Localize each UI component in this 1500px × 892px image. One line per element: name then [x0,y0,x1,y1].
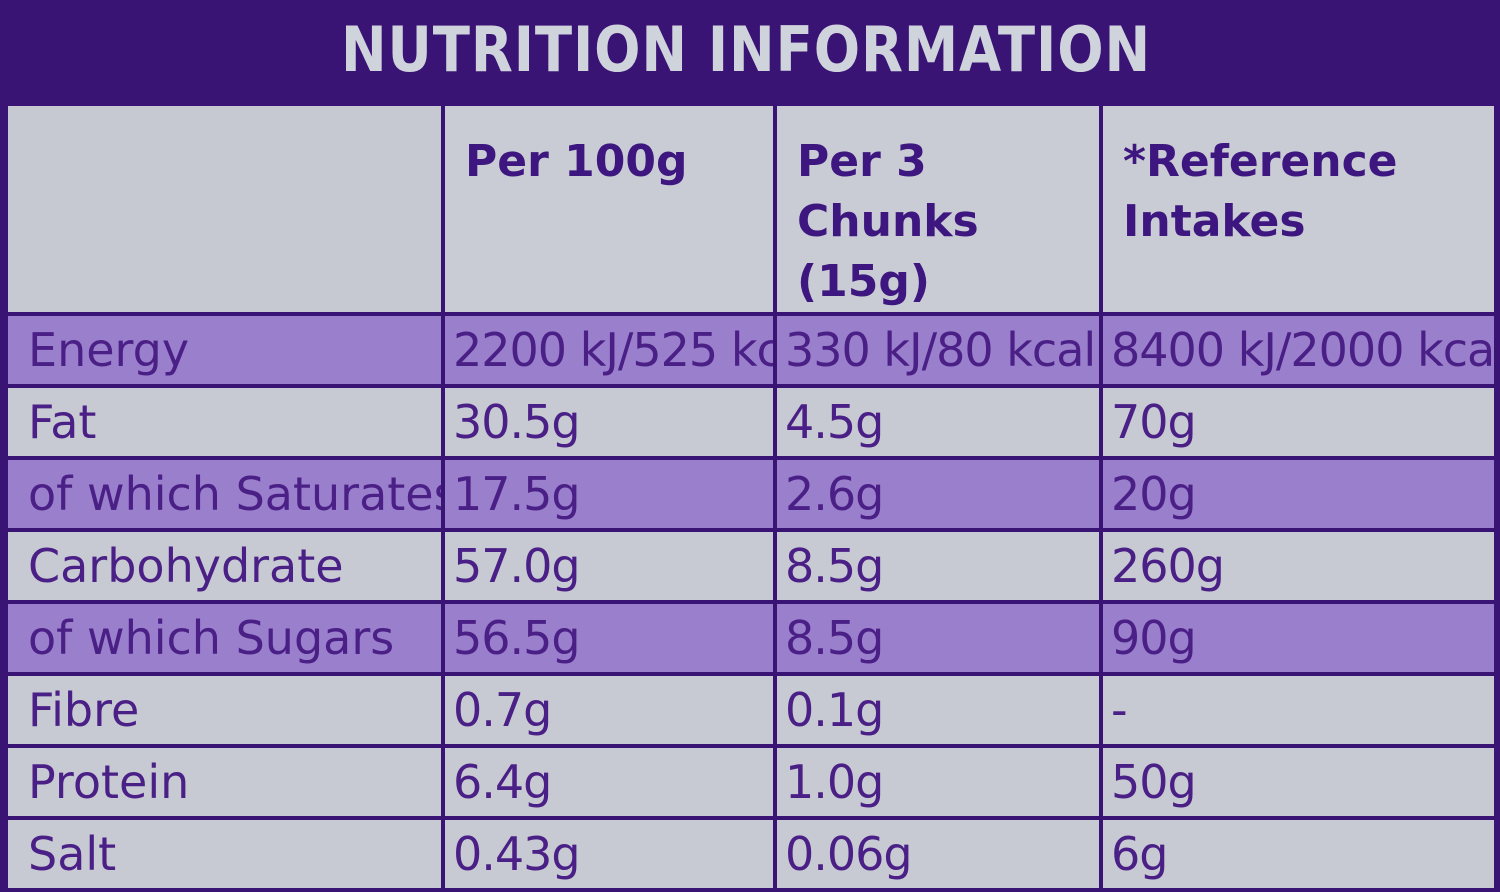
value-per-100g: 0.43g [441,816,777,892]
table-row: Energy 2200 kJ/525 kcal 330 kJ/80 kcal 8… [4,312,1498,388]
value-per-100g: 30.5g [441,384,777,460]
nutrient-name: Energy [4,312,445,388]
value-reference: 20g [1099,456,1498,532]
value-per-100g: 17.5g [441,456,777,532]
nutrient-name: of which Saturates [4,456,445,532]
nutrient-name: Fat [4,384,445,460]
nutrient-name: of which Sugars [4,600,445,676]
nutrient-name: Carbohydrate [4,528,445,604]
header-reference-intakes: *Reference Intakes [1099,102,1498,316]
table-header-row: Per 100g Per 3 Chunks (15g) *Reference I… [4,102,1498,316]
table-row: Protein 6.4g 1.0g 50g [4,744,1498,820]
header-per-3-chunks: Per 3 Chunks (15g) [773,102,1103,316]
table-row: Fibre 0.7g 0.1g - [4,672,1498,748]
value-reference: 6g [1099,816,1498,892]
nutrient-name: Salt [4,816,445,892]
value-per-3-chunks: 2.6g [773,456,1103,532]
value-reference: 260g [1099,528,1498,604]
nutrient-name: Fibre [4,672,445,748]
value-per-3-chunks: 1.0g [773,744,1103,820]
value-per-3-chunks: 8.5g [773,528,1103,604]
header-per-100g: Per 100g [441,102,777,316]
nutrient-name: Protein [4,744,445,820]
value-reference: 90g [1099,600,1498,676]
value-per-100g: 2200 kJ/525 kcal [441,312,777,388]
value-per-100g: 0.7g [441,672,777,748]
table-row: Salt 0.43g 0.06g 6g [4,816,1498,892]
table-row: of which Saturates 17.5g 2.6g 20g [4,456,1498,532]
header-cell-empty [4,102,445,316]
value-per-3-chunks: 8.5g [773,600,1103,676]
table-row: of which Sugars 56.5g 8.5g 90g [4,600,1498,676]
value-per-100g: 56.5g [441,600,777,676]
table-row: Fat 30.5g 4.5g 70g [4,384,1498,460]
value-per-3-chunks: 0.1g [773,672,1103,748]
nutrition-label: NUTRITION INFORMATION Per 100g Per 3 Chu… [4,13,1498,892]
nutrition-table: Per 100g Per 3 Chunks (15g) *Reference I… [4,102,1498,892]
value-per-100g: 57.0g [441,528,777,604]
value-reference: - [1099,672,1498,748]
value-reference: 70g [1099,384,1498,460]
table-row: Carbohydrate 57.0g 8.5g 260g [4,528,1498,604]
value-reference: 50g [1099,744,1498,820]
value-per-3-chunks: 0.06g [773,816,1103,892]
value-per-100g: 6.4g [441,744,777,820]
label-title: NUTRITION INFORMATION [340,13,1152,86]
value-per-3-chunks: 330 kJ/80 kcal [773,312,1103,388]
value-reference: 8400 kJ/2000 kcal [1099,312,1498,388]
value-per-3-chunks: 4.5g [773,384,1103,460]
